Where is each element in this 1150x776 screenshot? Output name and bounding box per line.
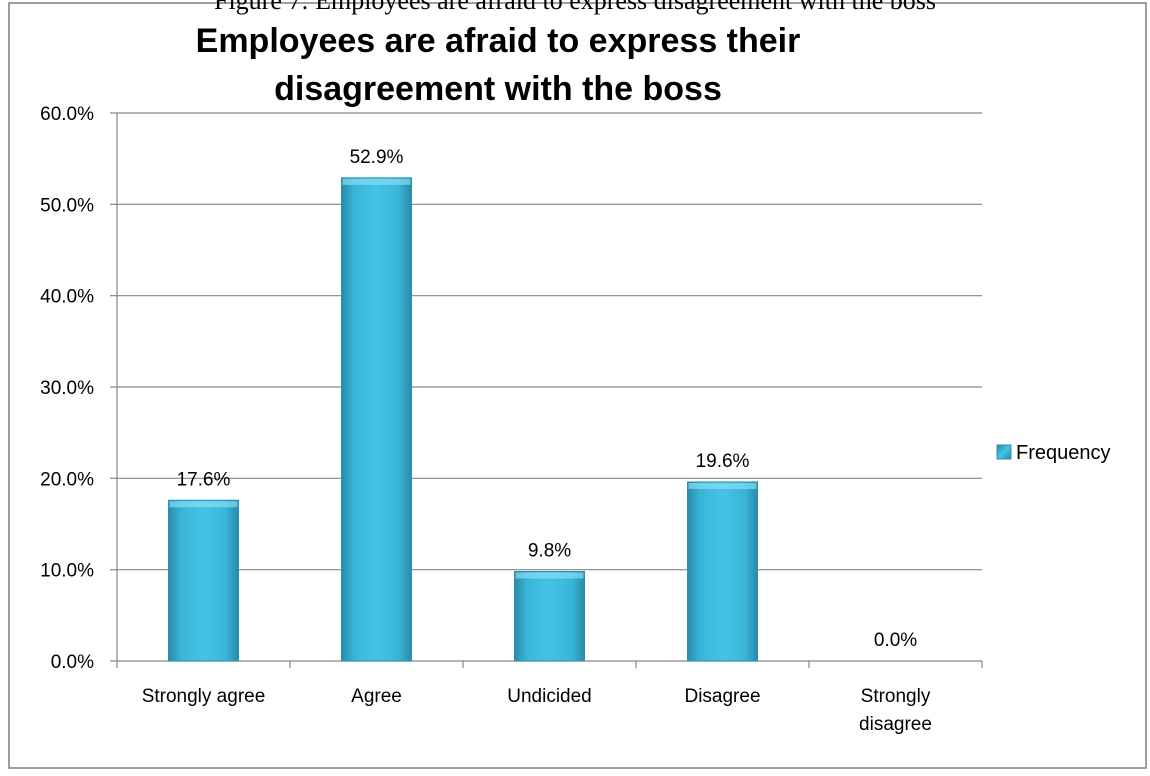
x-category-label: Undicided bbox=[507, 686, 592, 707]
legend: Frequency bbox=[996, 442, 1111, 464]
category-labels: Strongly agree Agree Undicided Disagree Stro… bbox=[142, 686, 932, 735]
chart-title-line: disagreement with the boss bbox=[274, 70, 722, 108]
bar-bevel bbox=[515, 572, 584, 579]
bar-agree bbox=[341, 177, 412, 662]
bar-undicided bbox=[514, 570, 585, 662]
bar-strongly-agree bbox=[168, 499, 239, 662]
chart-title-line: Employees are afraid to express their bbox=[196, 22, 801, 60]
gridlines bbox=[110, 112, 982, 662]
data-labels: 17.6% 52.9% 9.8% 19.6% 0.0% bbox=[177, 147, 918, 651]
y-tick-label: 30.0% bbox=[40, 378, 94, 399]
y-tick-label: 20.0% bbox=[40, 469, 94, 490]
bar-body bbox=[341, 177, 412, 662]
bar-body bbox=[168, 499, 239, 662]
x-category-label: Disagree bbox=[684, 686, 760, 707]
data-label: 0.0% bbox=[874, 630, 917, 651]
y-tick-label: 40.0% bbox=[40, 287, 94, 308]
x-category-label: Agree bbox=[351, 686, 402, 707]
legend-label: Frequency bbox=[1016, 442, 1111, 464]
legend-swatch bbox=[996, 444, 1012, 460]
bar-body bbox=[514, 570, 585, 662]
data-label: 17.6% bbox=[177, 469, 231, 490]
bar-body bbox=[687, 481, 758, 662]
page-caption: Figure 7: Employees are afraid to expres… bbox=[213, 0, 937, 15]
y-tick-label: 0.0% bbox=[51, 652, 94, 673]
y-tick-label: 10.0% bbox=[40, 561, 94, 582]
x-category-label: disagree bbox=[859, 714, 932, 735]
bar-bevel bbox=[169, 501, 238, 508]
chart-border bbox=[8, 2, 1147, 769]
y-tick-label: 50.0% bbox=[40, 195, 94, 216]
x-category-label: Strongly agree bbox=[142, 686, 266, 707]
bars bbox=[168, 177, 758, 662]
y-tick-labels: 0.0% 10.0% 20.0% 30.0% 40.0% 50.0% 60.0% bbox=[40, 104, 94, 673]
data-label: 9.8% bbox=[528, 540, 571, 561]
bar-disagree bbox=[687, 481, 758, 662]
x-category-label: Strongly bbox=[861, 686, 931, 707]
chart-title: Employees are afraid to express their dis… bbox=[196, 22, 801, 108]
bar-bevel bbox=[688, 482, 757, 489]
data-label: 52.9% bbox=[350, 147, 404, 168]
bar-bevel bbox=[342, 178, 411, 185]
data-label: 19.6% bbox=[696, 451, 750, 472]
y-tick-label: 60.0% bbox=[40, 104, 94, 125]
